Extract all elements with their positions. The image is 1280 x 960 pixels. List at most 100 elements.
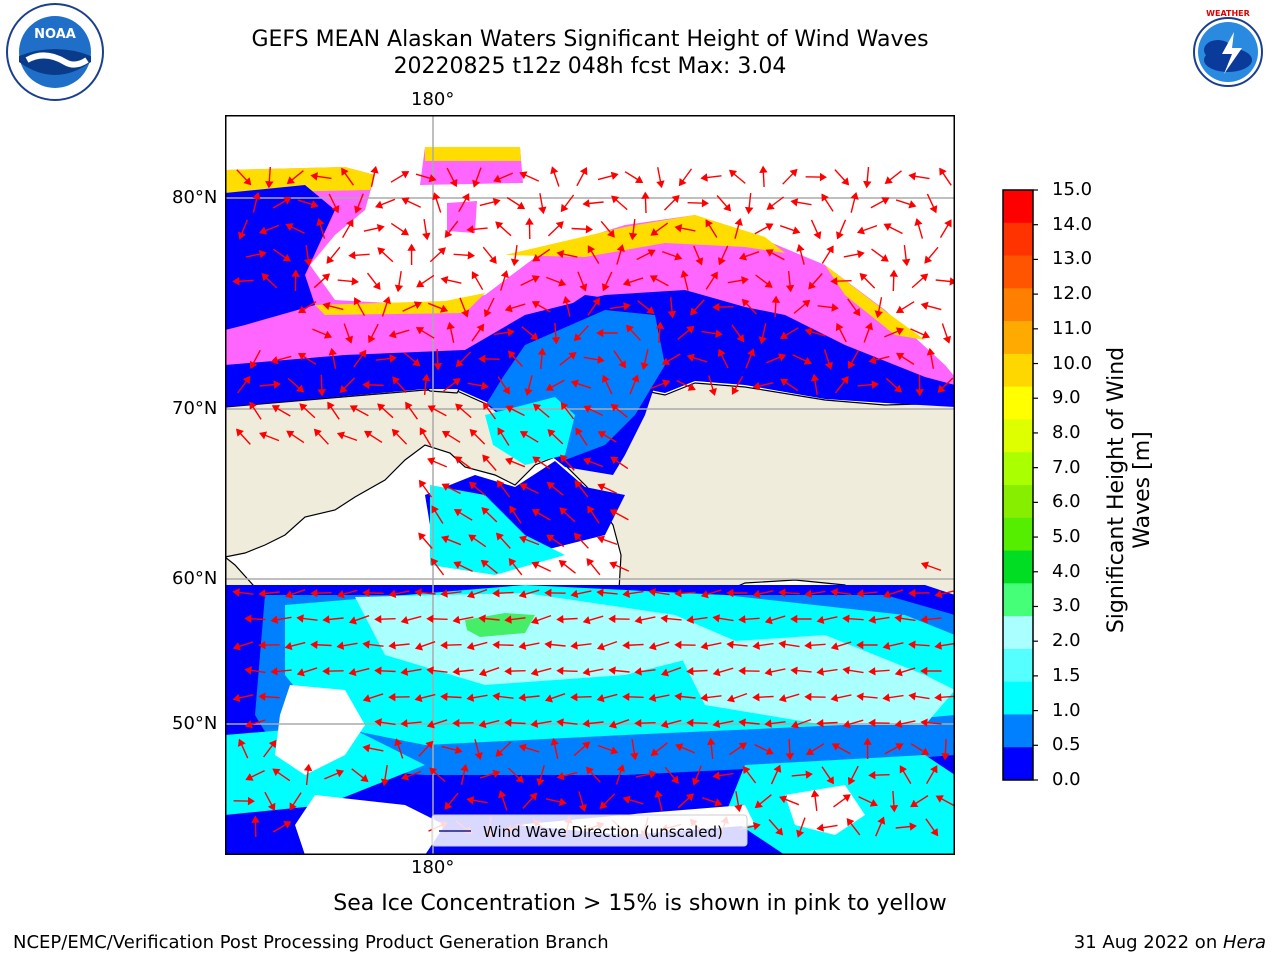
wave-direction-arrowhead — [468, 534, 477, 543]
wave-direction-arrowhead — [942, 335, 952, 344]
wave-direction-arrowhead — [785, 753, 795, 761]
wave-direction-arrowhead — [715, 329, 723, 338]
wave-direction-arrowhead — [556, 615, 564, 624]
wave-direction-arrowhead — [857, 250, 865, 259]
wave-direction-arrowhead — [570, 692, 578, 702]
wave-direction-arrowhead — [894, 719, 903, 729]
noaa-logo: NOAA — [6, 3, 104, 101]
wave-direction-arrowhead — [607, 229, 615, 238]
wave-direction-arrowhead — [452, 667, 460, 676]
wave-direction-arrowhead — [765, 223, 774, 231]
wave-direction-arrowhead — [316, 218, 325, 227]
wave-direction-arrowhead — [509, 505, 517, 514]
wave-direction-arrowhead — [351, 277, 359, 286]
wave-direction-arrowhead — [874, 310, 883, 319]
wave-direction-arrowhead — [934, 589, 943, 599]
wave-direction-arrowhead — [531, 561, 540, 570]
wave-direction-arrowhead — [759, 165, 768, 173]
wave-direction-arrowhead — [826, 245, 834, 254]
wave-direction-arrowhead — [545, 383, 554, 391]
wave-direction-arrowhead — [921, 747, 930, 756]
waves-1-5-to-2 — [355, 593, 955, 725]
wave-direction-arrowhead — [500, 270, 509, 279]
wave-direction-arrowhead — [303, 763, 313, 772]
wave-direction-arrowhead — [597, 355, 605, 364]
wave-direction-arrowhead — [547, 429, 556, 438]
wave-direction-arrowhead — [291, 269, 300, 277]
wave-direction-arrowhead — [597, 431, 607, 439]
wave-direction-arrowhead — [551, 337, 561, 345]
wave-direction-arrowhead — [830, 588, 838, 597]
wave-direction-arrowhead — [427, 405, 436, 413]
colorbar-tick-label: 11.0 — [1052, 317, 1093, 339]
wave-direction-arrowhead — [555, 221, 564, 230]
wave-direction-arrowhead — [915, 389, 924, 397]
wave-direction-arrowhead — [469, 428, 478, 437]
wave-direction-arrowhead — [752, 821, 761, 831]
wave-direction-arrowhead — [764, 667, 773, 677]
wave-direction-arrowhead — [298, 305, 307, 314]
wave-direction-arrowhead — [622, 795, 631, 804]
wave-direction-arrowhead — [656, 180, 665, 189]
wave-direction-arrowhead — [558, 559, 567, 568]
wave-direction-arrowhead — [271, 405, 281, 413]
wave-direction-arrowhead — [921, 330, 931, 339]
wave-direction-arrowhead — [908, 588, 916, 598]
wave-direction-arrowhead — [920, 718, 928, 727]
wave-direction-arrowhead — [367, 334, 376, 344]
wave-direction-arrowhead — [939, 167, 947, 176]
wave-direction-arrowhead — [655, 321, 665, 329]
footer-date: 31 Aug 2022 on Hera — [1073, 932, 1266, 953]
wave-direction-arrowhead — [466, 225, 474, 234]
wave-direction-arrowhead — [941, 753, 950, 761]
wave-direction-arrowhead — [419, 427, 427, 436]
wave-direction-arrowhead — [505, 457, 514, 466]
wave-direction-arrowhead — [405, 401, 413, 410]
wave-direction-arrowhead — [492, 769, 501, 778]
wave-direction-arrowhead — [868, 615, 876, 624]
wave-direction-arrowhead — [454, 745, 463, 755]
wave-direction-arrowhead — [601, 283, 610, 292]
wave-direction-arrowhead — [708, 387, 717, 396]
wave-direction-arrowhead — [299, 403, 308, 412]
wave-direction-arrowhead — [502, 386, 510, 395]
wave-direction-arrowhead — [265, 181, 274, 189]
wave-direction-arrowhead — [868, 355, 877, 365]
wave-direction-arrowhead — [323, 330, 333, 339]
svg-text:WEATHER: WEATHER — [1206, 9, 1250, 18]
wave-direction-arrowhead — [585, 225, 593, 234]
legend-label: Wind Wave Direction (unscaled) — [483, 823, 723, 841]
wave-direction-arrowhead — [400, 616, 409, 625]
wave-direction-arrowhead — [466, 642, 475, 651]
colorbar-tick-label: 9.0 — [1052, 387, 1081, 409]
wave-direction-arrowhead — [671, 775, 679, 784]
wave-direction-arrowhead — [296, 384, 305, 393]
wave-direction-arrowhead — [881, 197, 890, 205]
wave-direction-arrowhead — [258, 589, 266, 598]
wave-direction-arrowhead — [286, 430, 295, 439]
wave-direction-arrowhead — [270, 356, 279, 365]
wave-direction-arrowhead — [842, 720, 851, 729]
wave-direction-arrowhead — [686, 615, 694, 624]
wave-direction-arrowhead — [573, 532, 582, 541]
wave-direction-arrowhead — [674, 252, 683, 261]
wave-direction-arrowhead — [437, 247, 446, 256]
wave-direction-arrowhead — [819, 172, 827, 182]
wave-direction-arrowhead — [894, 668, 903, 677]
wave-direction-arrowhead — [444, 801, 453, 810]
wave-direction-arrowhead — [335, 769, 345, 778]
wave-direction-arrowhead — [425, 740, 434, 749]
wave-direction-arrowhead — [414, 588, 422, 597]
wave-direction-arrowhead — [660, 614, 668, 623]
wave-direction-arrowhead — [346, 219, 354, 228]
wave-direction-arrowhead — [920, 273, 929, 282]
wave-direction-arrowhead — [578, 804, 587, 812]
wave-direction-arrowhead — [426, 666, 434, 675]
wave-direction-arrowhead — [326, 255, 335, 264]
colorbar-segment — [1003, 353, 1033, 388]
wave-direction-arrowhead — [310, 172, 318, 181]
wave-direction-arrowhead — [789, 168, 798, 177]
wave-direction-arrowhead — [610, 403, 619, 412]
wave-direction-arrowhead — [440, 589, 448, 598]
wave-direction-arrowhead — [821, 193, 829, 202]
